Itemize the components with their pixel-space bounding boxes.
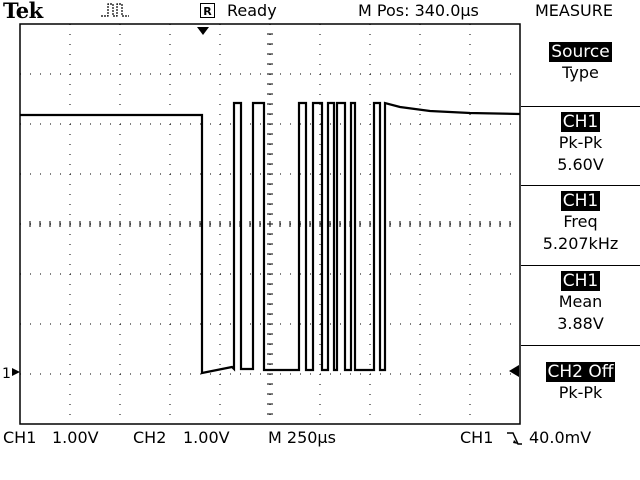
menu-item-line: Freq <box>563 212 598 231</box>
menu-item-line: Type <box>562 63 599 82</box>
trigger-position-marker <box>197 27 209 35</box>
menu-item-highlight: Source <box>549 42 612 62</box>
menu-item-source-type[interactable]: Source Type <box>521 42 640 84</box>
acquisition-state-icon: R <box>200 3 215 18</box>
menu-item-line: Pk-Pk <box>558 133 603 152</box>
ch2-label: CH2 <box>133 428 167 447</box>
menu-item-line: Pk-Pk <box>558 383 603 402</box>
menu-item-highlight: CH1 <box>560 112 601 132</box>
menu-divider <box>521 106 640 107</box>
menu-item-ch1-mean[interactable]: CH1 Mean 3.88V <box>521 271 640 335</box>
menu-item-value: 5.60V <box>557 155 604 174</box>
timebase: M 250µs <box>268 428 336 447</box>
ch1-ground-marker: 1 <box>2 366 11 382</box>
menu-item-value: 5.207kHz <box>542 234 619 253</box>
menu-item-ch1-freq[interactable]: CH1 Freq 5.207kHz <box>521 191 640 255</box>
status-bar: Tek R Ready M Pos: 340.0µs MEASURE <box>0 0 640 23</box>
falling-edge-icon <box>507 432 522 445</box>
menu-item-highlight: CH1 <box>560 191 601 211</box>
pulse-icon <box>101 3 129 17</box>
trigger-level-marker <box>509 365 519 377</box>
menu-divider <box>521 345 640 346</box>
trigger-source: CH1 <box>460 428 494 447</box>
menu-title: MEASURE <box>535 1 613 20</box>
brand-logo: Tek <box>3 0 43 23</box>
ch1-scale: 1.00V <box>52 428 99 447</box>
menu-divider <box>521 265 640 266</box>
ch1-label: CH1 <box>3 428 37 447</box>
menu-item-highlight: CH2 Off <box>545 362 616 382</box>
menu-item-ch2-pkpk[interactable]: CH2 Off Pk-Pk <box>521 362 640 404</box>
horizontal-position: M Pos: 340.0µs <box>358 1 479 20</box>
menu-item-ch1-pkpk[interactable]: CH1 Pk-Pk 5.60V <box>521 112 640 176</box>
menu-item-value: 3.88V <box>557 314 604 333</box>
ch1-ground-arrow <box>12 368 20 376</box>
menu-item-line: Mean <box>558 292 603 311</box>
graticule <box>19 23 521 425</box>
ch2-scale: 1.00V <box>183 428 230 447</box>
ch1-waveform <box>20 101 521 375</box>
acquisition-status: Ready <box>227 1 277 20</box>
menu-item-highlight: CH1 <box>560 271 601 291</box>
trigger-level: 40.0mV <box>529 428 592 447</box>
menu-divider <box>521 185 640 186</box>
